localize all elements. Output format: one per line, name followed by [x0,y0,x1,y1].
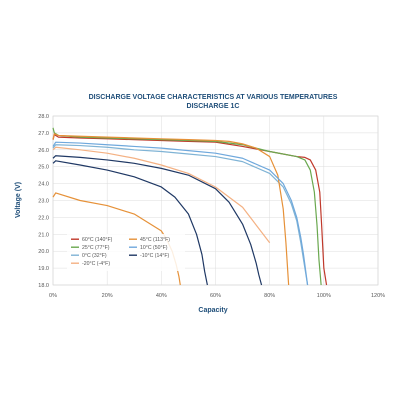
chart-subtitle: DISCHARGE 1C [187,103,240,110]
series-line-5 [52,133,290,286]
y-tick-label: 24.0 [38,182,49,188]
chart-title: DISCHARGE VOLTAGE CHARACTERISTICS AT VAR… [89,94,338,101]
series-line-1 [52,133,328,286]
x-tick-label: 80% [264,293,275,299]
legend-label: 60°C (140°F) [82,237,113,243]
series-line-3 [52,144,309,286]
y-tick-label: 19.0 [38,266,49,272]
y-tick-label: 20.0 [38,249,49,255]
x-tick-label: 60% [210,293,221,299]
x-axis-title: Capacity [198,307,227,314]
y-tick-label: 23.0 [38,199,49,205]
y-tick-label: 26.0 [38,148,49,154]
y-tick-label: 25.0 [38,165,49,171]
series-line-8 [52,160,208,286]
y-tick-label: 18.0 [38,283,49,289]
legend-box [67,234,185,271]
x-tick-label: 40% [156,293,167,299]
legend-label: 10°C (50°F) [140,245,168,251]
legend-label: -20°C (-4°F) [82,261,110,267]
series-line-6 [52,141,309,286]
x-tick-label: 100% [317,293,331,299]
y-tick-label: 22.0 [38,215,49,221]
x-tick-label: 20% [102,293,113,299]
y-tick-label: 27.0 [38,131,49,137]
legend-label: -10°C (14°F) [140,253,170,259]
legend-label: 25°C (77°F) [82,245,110,251]
series-line-7 [52,155,263,286]
series-line-2 [52,127,322,286]
y-tick-label: 28.0 [38,114,49,120]
y-axis-title: Voltage (V) [15,182,22,218]
x-tick-label: 0% [49,293,57,299]
series-line-4 [52,146,271,244]
y-tick-label: 21.0 [38,232,49,238]
x-tick-label: 120% [371,293,385,299]
legend-label: 0°C (32°F) [82,253,107,259]
legend-label: 45°C (113°F) [140,237,170,243]
